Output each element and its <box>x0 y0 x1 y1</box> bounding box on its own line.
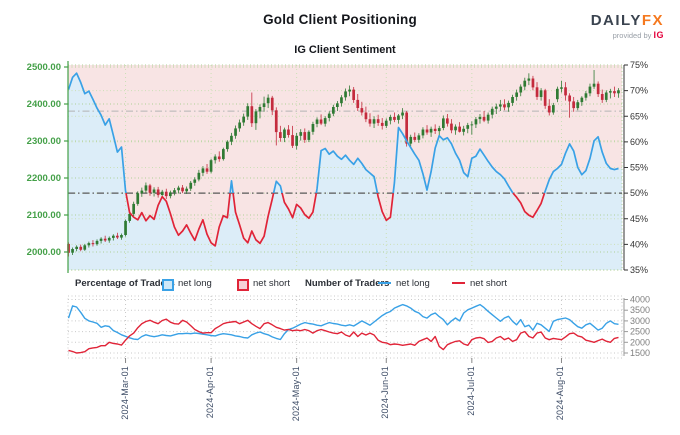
x-axis-date-label: 2024-Jul-01 <box>465 366 476 416</box>
svg-text:2500.00: 2500.00 <box>27 62 61 73</box>
svg-text:2500: 2500 <box>630 327 650 337</box>
logo-fx-text: FX <box>641 12 664 29</box>
svg-text:35%: 35% <box>630 265 648 275</box>
legend-pct-net-short-label: net short <box>253 278 290 289</box>
svg-text:2000.00: 2000.00 <box>27 247 61 258</box>
chart-subtitle: IG Client Sentiment <box>294 44 396 56</box>
svg-text:3500: 3500 <box>630 305 650 315</box>
x-axis-date-label: 2024-May-01 <box>290 366 301 422</box>
legend-num-group-label: Number of Traders <box>305 278 390 289</box>
logo-tagline: provided by IG <box>612 29 664 40</box>
svg-text:70%: 70% <box>630 86 648 96</box>
pct-net-short-swatch-icon <box>237 279 249 294</box>
svg-text:2300.00: 2300.00 <box>27 136 61 147</box>
num-net-short-swatch-icon <box>452 278 465 289</box>
legend-num-net-long-label: net long <box>396 278 430 289</box>
x-axis-date-label: 2024-Mar-01 <box>119 366 130 420</box>
svg-text:60%: 60% <box>630 137 648 147</box>
svg-text:40%: 40% <box>630 239 648 249</box>
svg-text:1500: 1500 <box>630 348 650 358</box>
page-title: Gold Client Positioning <box>263 12 417 27</box>
x-axis-date-label: 2024-Apr-01 <box>205 366 216 419</box>
svg-text:65%: 65% <box>630 111 648 121</box>
x-axis-date-label: 2024-Aug-01 <box>555 366 566 421</box>
svg-text:45%: 45% <box>630 214 648 224</box>
num-net-long-swatch-icon <box>378 278 391 289</box>
svg-text:50%: 50% <box>630 188 648 198</box>
x-axis-date-label: 2024-Jun-01 <box>380 366 391 419</box>
svg-text:75%: 75% <box>630 60 648 70</box>
svg-text:55%: 55% <box>630 163 648 173</box>
chart-legend: Percentage of Traders net long net short… <box>0 277 680 291</box>
legend-pct-net-long-label: net long <box>178 278 212 289</box>
svg-text:2000: 2000 <box>630 337 650 347</box>
svg-text:3000: 3000 <box>630 316 650 326</box>
svg-text:2200.00: 2200.00 <box>27 173 61 184</box>
svg-text:2100.00: 2100.00 <box>27 210 61 221</box>
dailyfx-logo-wordmark: DAILYFX <box>590 12 664 29</box>
ig-logo: IG <box>653 29 664 40</box>
legend-pct-group-label: Percentage of Traders <box>75 278 175 289</box>
dailyfx-logo: DAILYFX provided by IG <box>590 12 664 40</box>
svg-text:2400.00: 2400.00 <box>27 99 61 110</box>
pct-net-long-swatch-icon <box>162 279 174 294</box>
svg-text:4000: 4000 <box>630 295 650 305</box>
legend-num-net-short-label: net short <box>470 278 507 289</box>
